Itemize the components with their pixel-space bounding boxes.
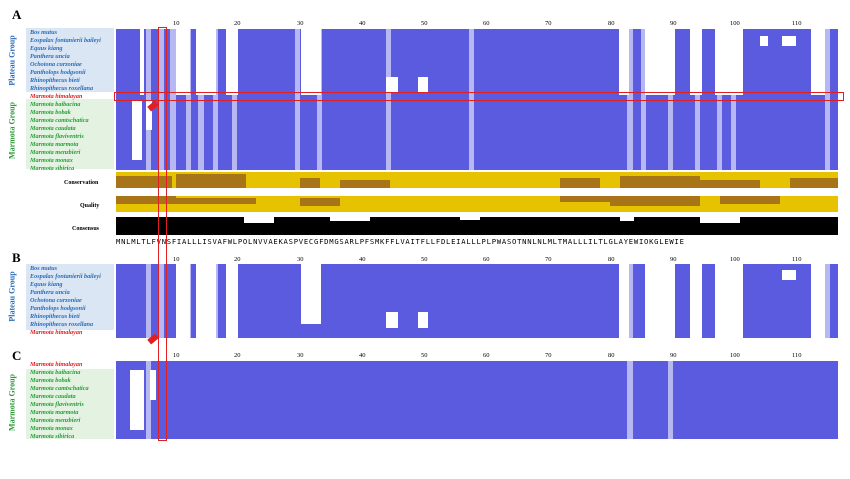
target-species-label: Marmota himalayan bbox=[30, 329, 83, 336]
conservation-label: Conservation bbox=[64, 180, 99, 186]
species-label: Rhinopithecus roxellana bbox=[30, 85, 94, 92]
species-label: Marmota marmota bbox=[30, 141, 79, 148]
species-label: Marmota menzbieri bbox=[30, 149, 81, 156]
ruler-tick: 20 bbox=[234, 352, 241, 359]
species-label: Marmota menzbieri bbox=[30, 417, 81, 424]
species-label: Equus kiang bbox=[30, 281, 63, 288]
ruler-tick: 60 bbox=[483, 20, 490, 27]
panel-a-marmota-bg bbox=[26, 99, 114, 169]
species-label: Marmota bobak bbox=[30, 109, 71, 116]
ruler-tick: 80 bbox=[608, 20, 615, 27]
ruler-tick: 50 bbox=[421, 256, 428, 263]
panel-c-marmota-group-label: Marmota Group bbox=[7, 374, 17, 431]
ruler-tick: 100 bbox=[730, 256, 740, 263]
panel-c-marmota-bg bbox=[26, 369, 114, 439]
species-label: Marmota sibirica bbox=[30, 433, 75, 440]
species-label: Marmota sibirica bbox=[30, 165, 75, 172]
ruler-tick: 40 bbox=[359, 20, 366, 27]
species-label: Eospalax fontanierii baileyi bbox=[30, 273, 101, 280]
species-label: Equus kiang bbox=[30, 45, 63, 52]
species-label: Marmota monax bbox=[30, 157, 73, 164]
ruler-tick: 100 bbox=[730, 20, 740, 27]
ruler-tick: 110 bbox=[792, 352, 802, 359]
target-species-label: Marmota himalayan bbox=[30, 93, 83, 100]
panel-b-alignment bbox=[116, 264, 838, 338]
ruler-tick: 20 bbox=[234, 20, 241, 27]
ruler-tick: 90 bbox=[670, 352, 677, 359]
species-label: Marmota monax bbox=[30, 425, 73, 432]
species-label: Ochotona curzoniae bbox=[30, 297, 82, 304]
ruler-tick: 30 bbox=[297, 352, 304, 359]
column-highlight bbox=[158, 27, 167, 441]
panel-a-letter: A bbox=[12, 7, 22, 22]
species-label: Marmota flaviventris bbox=[30, 133, 84, 140]
ruler-tick: 70 bbox=[545, 20, 552, 27]
panel-b-plateau-bg bbox=[26, 264, 114, 330]
species-label: Rhinopithecus bieti bbox=[30, 313, 80, 320]
species-label: Pantholops hodgsonii bbox=[30, 305, 86, 312]
quality-label: Quality bbox=[80, 203, 100, 209]
ruler-tick: 60 bbox=[483, 256, 490, 263]
species-label: Marmota caudata bbox=[30, 393, 76, 400]
species-label: Ochotona curzoniae bbox=[30, 61, 82, 68]
species-label: Marmota marmota bbox=[30, 409, 79, 416]
species-label: Marmota flaviventris bbox=[30, 401, 84, 408]
panel-c-alignment bbox=[116, 361, 838, 439]
panel-a-plateau-bg bbox=[26, 28, 114, 92]
species-label: Bos mutus bbox=[30, 265, 57, 272]
ruler-tick: 40 bbox=[359, 352, 366, 359]
species-label: Eospalax fontanierii baileyi bbox=[30, 37, 101, 44]
ruler-tick: 80 bbox=[608, 256, 615, 263]
species-label: Marmota baibacina bbox=[30, 369, 81, 376]
species-label: Pantholops hodgsonii bbox=[30, 69, 86, 76]
ruler-tick: 10 bbox=[173, 352, 180, 359]
ruler-tick: 50 bbox=[421, 20, 428, 27]
ruler-tick: 90 bbox=[670, 20, 677, 27]
species-label: Marmota bobak bbox=[30, 377, 71, 384]
ruler-tick: 110 bbox=[792, 20, 802, 27]
target-species-label: Marmota himalayan bbox=[30, 361, 83, 368]
ruler-tick: 70 bbox=[545, 256, 552, 263]
ruler-tick: 50 bbox=[421, 352, 428, 359]
ruler-tick: 90 bbox=[670, 256, 677, 263]
panel-c-letter: C bbox=[12, 348, 22, 363]
panel-a-marmota-group-label: Marmota Group bbox=[7, 102, 17, 159]
species-label: Marmota camtschatica bbox=[30, 117, 89, 124]
ruler-tick: 80 bbox=[608, 352, 615, 359]
ruler-tick: 100 bbox=[730, 352, 740, 359]
ruler-tick: 30 bbox=[297, 256, 304, 263]
ruler-tick: 10 bbox=[173, 20, 180, 27]
ruler-tick: 60 bbox=[483, 352, 490, 359]
species-label: Marmota camtschatica bbox=[30, 385, 89, 392]
consensus-label: Consensus bbox=[72, 226, 100, 232]
species-label: Panthera uncia bbox=[30, 53, 70, 60]
species-label: Rhinopithecus roxellana bbox=[30, 321, 94, 328]
panel-a-plateau-group-label: Plateau Group bbox=[7, 35, 17, 86]
consensus-sequence: MNLMLTLFVNSFIALLLISVAFWLPOLNVVAEKASPVECG… bbox=[116, 237, 685, 246]
species-label: Marmota caudata bbox=[30, 125, 76, 132]
panel-b-plateau-group-label: Plateau Group bbox=[7, 271, 17, 322]
ruler-tick: 10 bbox=[173, 256, 180, 263]
panel-b-letter: B bbox=[12, 250, 21, 265]
ruler-tick: 30 bbox=[297, 20, 304, 27]
ruler-tick: 70 bbox=[545, 352, 552, 359]
panel-a-row-highlight bbox=[114, 92, 844, 101]
species-label: Bos mutus bbox=[30, 29, 57, 36]
species-label: Marmota baibacina bbox=[30, 101, 81, 108]
species-label: Rhinopithecus bieti bbox=[30, 77, 80, 84]
ruler-tick: 110 bbox=[792, 256, 802, 263]
species-label: Panthera uncia bbox=[30, 289, 70, 296]
ruler-tick: 20 bbox=[234, 256, 241, 263]
ruler-tick: 40 bbox=[359, 256, 366, 263]
